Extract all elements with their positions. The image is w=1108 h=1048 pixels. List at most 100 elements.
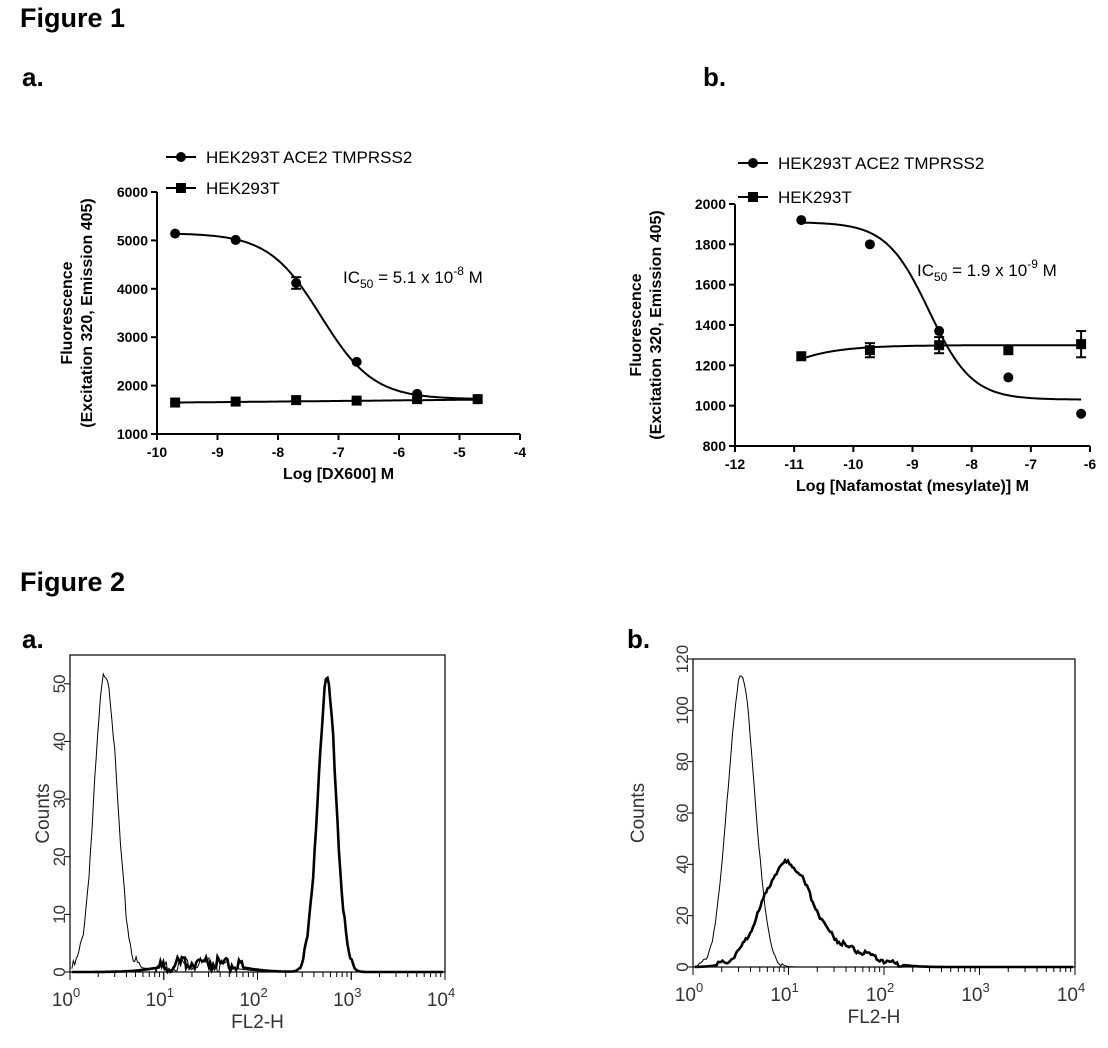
fig1b-point-square	[1076, 339, 1087, 350]
fig1a-point-square	[472, 394, 483, 405]
fig1b-point-circle	[864, 239, 875, 250]
fig1a-x-tick-label: -4	[514, 444, 527, 460]
fig1a-y-tick-label: 6000	[117, 184, 148, 200]
fig1b-y-tick-label: 1000	[695, 398, 726, 414]
fig1a-fit-curve-ace2-tmprss2	[175, 232, 478, 400]
fig1b-legend-marker-square	[748, 192, 758, 202]
figure2-title: Figure 2	[20, 567, 126, 597]
fig1b-y-tick-label: 2000	[695, 196, 726, 212]
fig1b-y-axis-title-line-1: Fluorescence	[628, 273, 645, 376]
fig1b-legend-label: HEK293T ACE2 TMPRSS2	[778, 154, 984, 173]
fig1a-x-axis-title: Log [DX600] M	[283, 466, 394, 483]
fig2b-y-tick-label: 100	[673, 696, 692, 724]
fig1a-legend-label: HEK293T ACE2 TMPRSS2	[206, 148, 412, 167]
fig1a-point-square	[412, 394, 423, 405]
fig2b-x-axis-title: FL2-H	[848, 1007, 901, 1028]
fig2a-y-tick-label: 40	[50, 732, 69, 751]
fig1b-y-tick-label: 1400	[695, 317, 726, 333]
fig2b-y-tick-label: 0	[673, 962, 692, 971]
fig1b-point-square	[1003, 345, 1014, 356]
fig1a-y-axis-title-line-1: Fluorescence	[59, 261, 76, 364]
fig2a-x-tick-label: 103	[333, 985, 361, 1011]
fig2a-x-tick-label: 102	[239, 985, 267, 1011]
fig1a-point-circle	[291, 277, 302, 288]
fig2a-x-axis-title: FL2-H	[231, 1012, 284, 1033]
fig1a-y-tick-label: 1000	[117, 426, 148, 442]
fig1a-y-axis-title-line-2: (Excitation 320, Emission 405)	[79, 198, 96, 427]
fig1a-fit-curve-hek293t	[175, 398, 478, 404]
fig2a-y-axis-title: Counts	[33, 783, 54, 843]
fig1a-x-tick-label: -8	[272, 444, 285, 460]
fig1a-x-tick-label: -10	[147, 444, 167, 460]
fig1b-ic50-annotation: IC50 = 1.9 x 10-9 M	[917, 257, 1057, 284]
fig1b-point-square	[934, 340, 945, 351]
fig1a-x-tick-label: -5	[453, 444, 466, 460]
fig1a-y-tick-label: 4000	[117, 281, 148, 297]
fig2a-y-tick-label: 30	[50, 790, 69, 809]
fig2a-x-tick-label: 101	[146, 985, 174, 1011]
fig1a-point-square	[291, 395, 302, 406]
fig2b-x-tick-label: 100	[675, 980, 703, 1006]
fig1b-y-tick-label: 1600	[695, 277, 726, 293]
fig2b-x-tick-label: 103	[961, 980, 989, 1006]
fig1b-x-tick-label: -9	[906, 456, 919, 472]
fig1a-point-circle	[230, 234, 241, 245]
fig2a-y-tick-label: 10	[50, 905, 69, 924]
fig1b-point-circle	[934, 326, 945, 337]
fig2a-y-tick-label: 50	[50, 674, 69, 693]
fig1b-point-square	[864, 345, 875, 356]
fig2b-x-tick-label: 104	[1057, 980, 1085, 1006]
fig2b-histogram-thick	[694, 857, 1074, 969]
fig1a-x-tick-label: -6	[393, 444, 406, 460]
fig1b-point-circle	[796, 215, 807, 226]
fig2b-y-tick-label: 60	[673, 804, 692, 823]
fig1a-legend-label: HEK293T	[206, 179, 280, 198]
fig2b-y-tick-label: 20	[673, 906, 692, 925]
fig2a-histogram-thick	[71, 675, 444, 975]
fig1b-x-tick-label: -7	[1025, 456, 1038, 472]
fig1b-y-tick-label: 800	[703, 438, 727, 454]
fig1a-point-square	[170, 397, 181, 408]
figure1-panel-a-label: a.	[22, 62, 44, 92]
fig2a-x-tick-label: 104	[427, 985, 455, 1011]
figure2-panel-b-label: b.	[627, 624, 651, 654]
fig1a-ic50-annotation: IC50 = 5.1 x 10-8 M	[343, 264, 483, 291]
fig1b-x-tick-label: -6	[1084, 456, 1097, 472]
fig1a-y-tick-label: 2000	[117, 378, 148, 394]
fig2a-x-tick-label: 100	[52, 985, 80, 1011]
fig1b-y-tick-label: 1200	[695, 357, 726, 373]
fig1b-x-axis-title: Log [Nafamostat (mesylate)] M	[796, 478, 1029, 495]
figure1-title: Figure 1	[20, 3, 126, 33]
figure1-panel-b-label: b.	[703, 62, 727, 92]
fig2a-y-tick-label: 0	[50, 967, 69, 976]
fig2a-y-tick-label: 20	[50, 847, 69, 866]
fig2b-y-axis-title: Counts	[628, 783, 649, 843]
fig1a-x-tick-label: -7	[332, 444, 345, 460]
fig1a-legend-marker-square	[176, 183, 186, 193]
fig1b-x-tick-label: -11	[784, 456, 804, 472]
fig2b-x-tick-label: 101	[770, 980, 798, 1006]
fig1a-legend-marker-circle	[176, 152, 186, 162]
figure2-panel-a-label: a.	[22, 624, 44, 654]
fig1a-x-tick-label: -9	[211, 444, 224, 460]
fig1b-point-circle	[1003, 372, 1014, 383]
fig2b-x-tick-label: 102	[866, 980, 894, 1006]
fig1b-legend-label: HEK293T	[778, 188, 852, 207]
fig2b-y-tick-label: 120	[673, 645, 692, 673]
fig2b-y-tick-label: 80	[673, 752, 692, 771]
fig1b-y-axis-title-line-2: (Excitation 320, Emission 405)	[648, 210, 665, 439]
fig1a-y-tick-label: 5000	[117, 232, 148, 248]
fig1a-point-circle	[170, 228, 181, 239]
fig1b-legend-marker-circle	[748, 158, 758, 168]
fig1a-point-circle	[351, 356, 362, 367]
fig1b-x-tick-label: -8	[965, 456, 978, 472]
fig1b-y-tick-label: 1800	[695, 236, 726, 252]
fig1b-point-square	[796, 351, 807, 362]
fig1b-x-tick-label: -10	[843, 456, 863, 472]
fig1b-x-tick-label: -12	[725, 456, 745, 472]
fig1a-y-tick-label: 3000	[117, 329, 148, 345]
fig1a-point-square	[351, 395, 362, 406]
